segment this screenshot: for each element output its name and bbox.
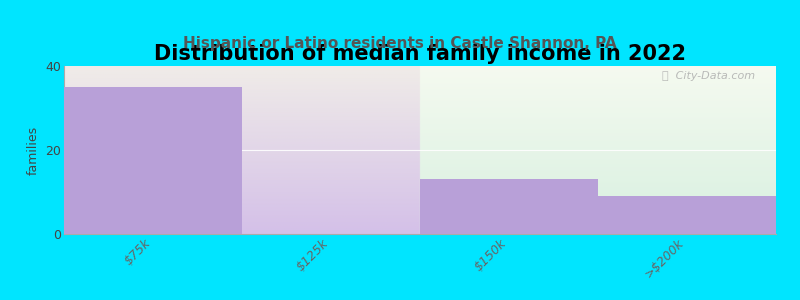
Title: Distribution of median family income in 2022: Distribution of median family income in … [154, 44, 686, 64]
Text: Hispanic or Latino residents in Castle Shannon, PA: Hispanic or Latino residents in Castle S… [183, 36, 617, 51]
Bar [598, 196, 776, 234]
Y-axis label: families: families [26, 125, 40, 175]
Bar [420, 179, 598, 234]
Text: ⓘ  City-Data.com: ⓘ City-Data.com [662, 71, 754, 81]
Bar [64, 87, 242, 234]
